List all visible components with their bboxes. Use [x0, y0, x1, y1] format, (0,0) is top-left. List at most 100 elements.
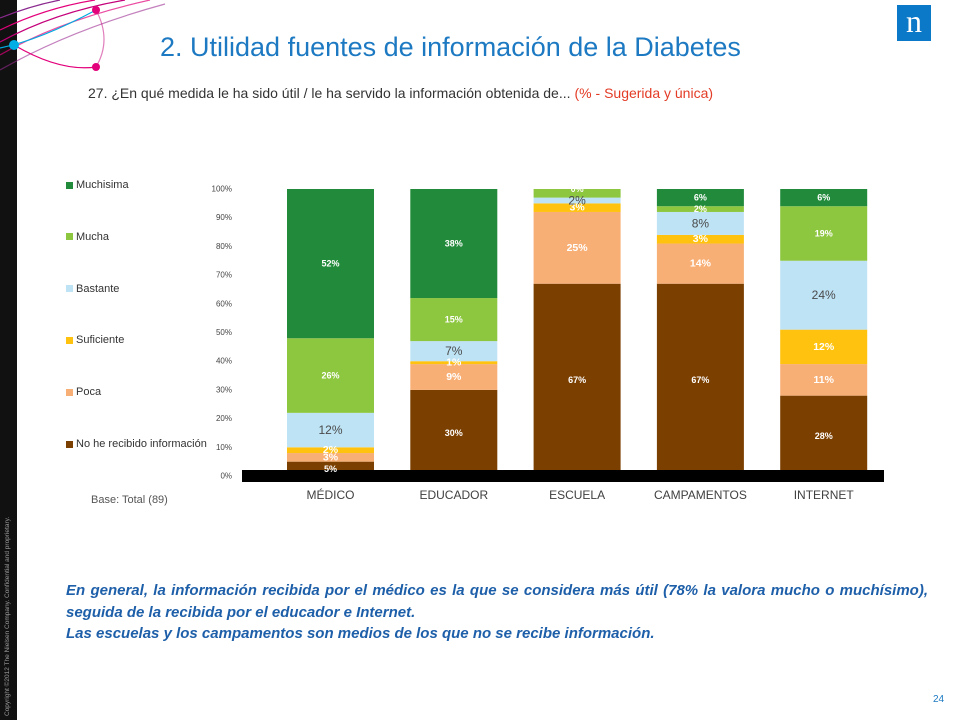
- y-tick-label: 70%: [216, 271, 232, 280]
- legend-swatch: [66, 440, 73, 448]
- legend-label: No he recibido información: [76, 438, 207, 450]
- data-label: 38%: [445, 239, 463, 249]
- conclusion-text: En general, la información recibida por …: [66, 580, 928, 645]
- data-label: 5%: [324, 464, 337, 474]
- data-label: 1%: [446, 357, 462, 369]
- legend-swatch: [66, 336, 73, 344]
- legend-label: Suficiente: [76, 334, 125, 347]
- legend-item-mucha: Mucha: [64, 230, 109, 244]
- decorative-line: [0, 3, 166, 71]
- data-label: 24%: [812, 288, 836, 302]
- data-label: 25%: [567, 242, 589, 254]
- data-label: 28%: [815, 431, 833, 441]
- data-label: 2%: [694, 204, 707, 214]
- y-tick-label: 30%: [216, 385, 232, 394]
- bar-segments: [287, 189, 868, 476]
- data-label: 3%: [570, 202, 586, 214]
- bar-segment-suficiente-escuela: [533, 203, 621, 212]
- bar-segment-no-he-recibido-informacion-campamentos: [656, 283, 744, 476]
- bar-segment-poca-escuela: [533, 211, 621, 284]
- chart-legend: Muchisima Mucha Bastante Suficiente Poca No h…: [64, 178, 232, 468]
- bar-segment-mucha-medico: [287, 338, 374, 413]
- decorative-dot: [92, 6, 100, 14]
- category-label-medico: MÉDICO: [307, 487, 355, 502]
- data-label: 19%: [815, 228, 833, 238]
- decorative-dot: [9, 40, 19, 50]
- data-label: 6%: [694, 193, 707, 203]
- category-label-internet: INTERNET: [794, 488, 855, 502]
- data-label: 3%: [693, 233, 709, 245]
- y-tick-label: 90%: [216, 213, 232, 222]
- legend-item-muchisima: Muchisima: [64, 178, 129, 192]
- bar-segment-suficiente-campamentos: [656, 234, 744, 244]
- data-label: 2%: [323, 444, 339, 456]
- bar-segment-mucha-campamentos: [656, 206, 744, 212]
- category-label-escuela: ESCUELA: [549, 488, 605, 502]
- decorative-dot: [92, 63, 100, 71]
- y-tick-label: 0%: [220, 472, 232, 481]
- data-label: 0%: [571, 184, 584, 194]
- bar-segment-poca-medico: [287, 453, 374, 462]
- data-label: 67%: [568, 375, 586, 385]
- stacked-bar-chart: 0% 10% 20% 30% 40% 50% 60% 70% 80% 90% 100% MÉDICO E…: [212, 184, 884, 502]
- bar-segment-mucha-escuela: [533, 189, 621, 198]
- decorative-line: [95, 9, 105, 68]
- bar-segment-muchisima-medico: [287, 189, 374, 339]
- question-line: 27. ¿En qué medida le ha sido útil / le …: [88, 84, 713, 102]
- legend-swatch: [66, 181, 73, 189]
- chart-baseline: [242, 470, 884, 482]
- data-label: 6%: [817, 193, 830, 203]
- question-note: (% - Sugerida y única): [574, 85, 714, 101]
- bar-segment-muchisima-campamentos: [656, 189, 744, 207]
- bar-segment-no-he-recibido-informacion-escuela: [533, 283, 621, 476]
- legend-swatch: [66, 233, 73, 241]
- bar-segment-bastante-campamentos: [656, 211, 744, 235]
- bar-segment-poca-internet: [780, 364, 868, 396]
- legend-label: Muchisima: [76, 179, 129, 191]
- category-label-educador: EDUCADOR: [419, 488, 488, 502]
- y-tick-label: 50%: [216, 328, 232, 337]
- data-label: 7%: [445, 344, 463, 358]
- y-tick-label: 80%: [216, 242, 232, 251]
- left-strip: Copyright ©2012 The Nielsen Company. Con…: [0, 0, 17, 720]
- data-label: 14%: [690, 258, 712, 270]
- bar-segment-mucha-educador: [410, 298, 498, 342]
- data-label: 52%: [321, 259, 339, 269]
- slide-title: 2. Utilidad fuentes de información de la…: [160, 32, 741, 62]
- page-number: 24: [933, 694, 945, 705]
- legend-item-poca: Poca: [64, 385, 101, 399]
- decorative-line: [0, 0, 151, 56]
- base-note: Base: Total (89): [91, 494, 168, 506]
- decorative-line: [0, 0, 61, 19]
- category-label-campamentos: CAMPAMENTOS: [654, 488, 747, 502]
- legend-label: Poca: [76, 386, 102, 399]
- bar-segment-bastante-educador: [410, 341, 498, 362]
- legend-label: Bastante: [76, 282, 120, 295]
- conclusion-paragraph-1: En general, la información recibida por …: [66, 582, 928, 621]
- data-label: 12%: [813, 341, 835, 353]
- legend-label: Mucha: [76, 230, 110, 243]
- bar-segment-suficiente-internet: [780, 329, 868, 365]
- bar-segment-no-he-recibido-informacion-internet: [780, 395, 868, 476]
- bar-segment-suficiente-medico: [287, 447, 374, 454]
- bar-segment-poca-educador: [410, 364, 498, 390]
- bar-segment-no-he-recibido-informacion-educador: [410, 389, 498, 476]
- conclusion-paragraph-2: Las escuelas y los campamentos son medio…: [66, 625, 655, 642]
- decorative-line: [0, 9, 97, 49]
- bar-segment-bastante-medico: [287, 412, 374, 448]
- bar-segment-suficiente-educador: [410, 361, 498, 365]
- decorative-line: [0, 0, 96, 31]
- legend-item-no-he-recibido-informacion: No he recibido información: [64, 437, 207, 451]
- data-label: 67%: [691, 375, 709, 385]
- decorative-line: [13, 44, 97, 69]
- legend-swatch: [66, 388, 73, 396]
- data-label: 3%: [323, 451, 339, 463]
- decorative-lines-graphic: [0, 0, 166, 71]
- y-tick-label: 40%: [216, 357, 232, 366]
- data-label: 15%: [445, 315, 463, 325]
- legend-item-bastante: Bastante: [64, 282, 119, 296]
- y-tick-label: 10%: [216, 443, 232, 452]
- bar-segment-poca-campamentos: [656, 243, 744, 284]
- nielsen-logo: n: [897, 5, 931, 41]
